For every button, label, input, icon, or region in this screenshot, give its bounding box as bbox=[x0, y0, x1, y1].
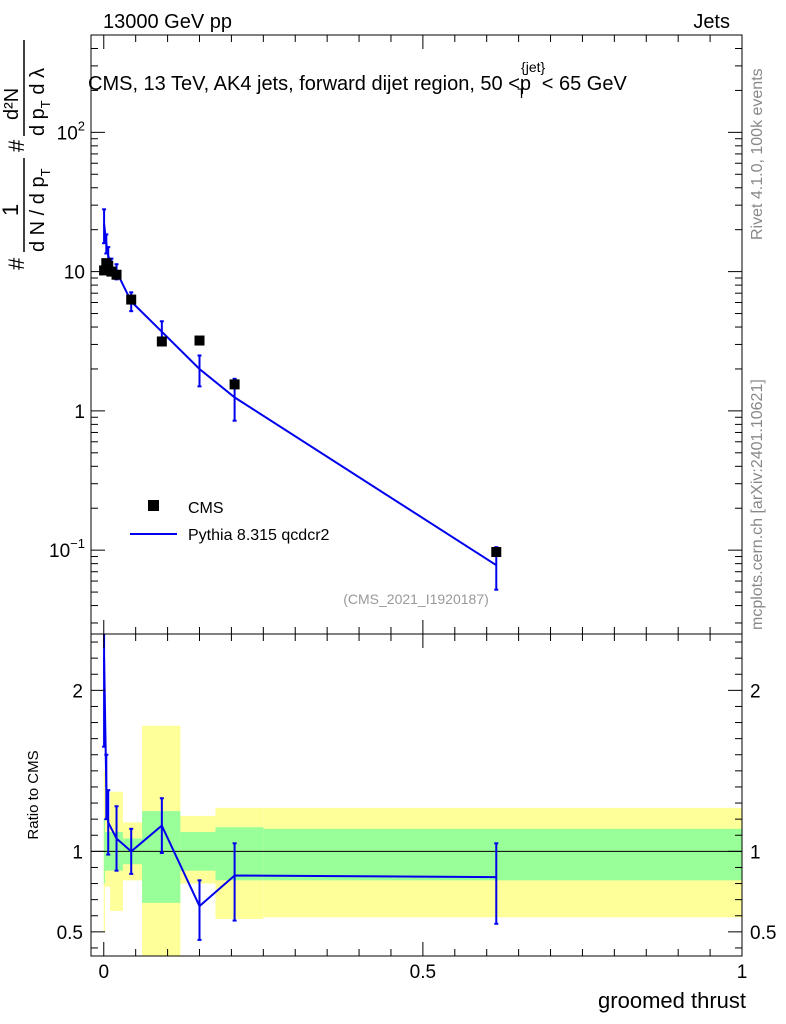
y-tick-label-ratio-left: 1 bbox=[72, 842, 83, 863]
ratio-plot-frame bbox=[90, 633, 743, 957]
svg-text:d pT d λ: d pT d λ bbox=[27, 68, 53, 136]
header-left: 13000 GeV pp bbox=[103, 11, 232, 33]
ratio-band-inner bbox=[215, 827, 264, 881]
x-tick-label: 1 bbox=[737, 962, 748, 983]
side-text-top: Rivet 4.1.0, 100k events bbox=[749, 68, 766, 240]
ratio-band-inner bbox=[263, 828, 742, 881]
analysis-id: (CMS_2021_I1920187) bbox=[343, 591, 489, 607]
cms-data-point bbox=[103, 260, 114, 271]
y-tick-label-main: 10−1 bbox=[49, 536, 85, 562]
ratio-y-axis-label: Ratio to CMS bbox=[25, 750, 42, 839]
legend-cms-label: CMS bbox=[188, 500, 224, 517]
legend-pythia-label: Pythia 8.315 qcdcr2 bbox=[188, 527, 330, 544]
y-tick-label-main: 10 bbox=[64, 263, 85, 284]
y-tick-label-ratio-right: 1 bbox=[750, 842, 761, 863]
y-tick-label-ratio-left: 2 bbox=[72, 681, 83, 702]
y-tick-label-ratio-right: 0.5 bbox=[750, 923, 776, 944]
svg-text:d²N: d²N bbox=[1, 88, 23, 120]
y-tick-label-main: 1 bbox=[74, 402, 85, 423]
main-plot-frame bbox=[90, 34, 743, 635]
svg-text:#: # bbox=[4, 257, 29, 270]
x-tick-label: 0 bbox=[98, 962, 109, 983]
cms-data-point bbox=[156, 336, 167, 347]
cms-data-point bbox=[194, 335, 205, 346]
svg-text:d N / d pT: d N / d pT bbox=[27, 168, 53, 252]
svg-text:#: # bbox=[4, 139, 29, 152]
cms-data-point bbox=[229, 379, 240, 390]
ratio-plot-panel: 0.5 0.51 12 2 0 0.5 1 bbox=[57, 633, 776, 983]
main-plot-panel: 10−1 1 10 102 CMS, 13 TeV, AK4 jets, forwar… bbox=[49, 34, 743, 635]
cms-data-point bbox=[106, 266, 117, 277]
y-tick-label-main: 102 bbox=[57, 118, 85, 144]
svg-text:1: 1 bbox=[0, 204, 23, 216]
legend-cms-marker bbox=[148, 500, 159, 511]
main-y-axis-label: # 1 d N / d pT # d²N d pT d λ bbox=[0, 40, 53, 270]
cms-data-point bbox=[111, 269, 122, 280]
side-text-bottom: mcplots.cern.ch [arXiv:2401.10621] bbox=[749, 379, 766, 630]
chart-title: CMS, 13 TeV, AK4 jets, forward dijet reg… bbox=[88, 59, 627, 101]
pythia-line bbox=[103, 223, 497, 567]
cms-data-point bbox=[126, 294, 137, 305]
y-tick-label-ratio-left: 0.5 bbox=[57, 923, 83, 944]
header-right: Jets bbox=[693, 11, 730, 33]
x-axis-label: groomed thrust bbox=[598, 988, 746, 1013]
x-tick-label: 0.5 bbox=[410, 962, 436, 983]
cms-data-point bbox=[491, 546, 502, 557]
y-tick-label-ratio-right: 2 bbox=[750, 681, 761, 702]
